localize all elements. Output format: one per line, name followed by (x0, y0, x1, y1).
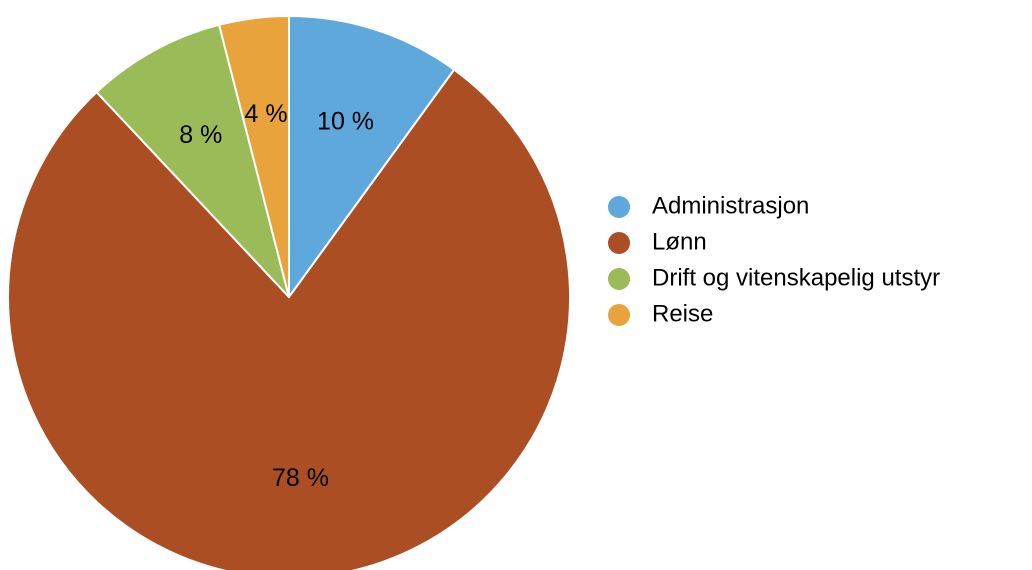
legend-label: Lønn (652, 228, 707, 255)
legend-label: Reise (652, 300, 713, 327)
pie-slice (217, 14, 290, 298)
legend-label: Administrasjon (652, 192, 809, 219)
legend-marker (608, 196, 630, 218)
pie-slice (95, 23, 290, 298)
legend-marker (608, 304, 630, 326)
legend-label: Drift og vitenskapelig utstyr (652, 264, 940, 291)
data-label: 78 % (272, 464, 329, 492)
data-label: 10 % (317, 108, 374, 136)
legend-marker (608, 268, 630, 290)
pie-slice (7, 68, 571, 570)
pie-slice (288, 14, 456, 301)
data-label: 8 % (179, 121, 222, 149)
data-label: 4 % (245, 100, 288, 128)
legend-marker (608, 232, 630, 254)
